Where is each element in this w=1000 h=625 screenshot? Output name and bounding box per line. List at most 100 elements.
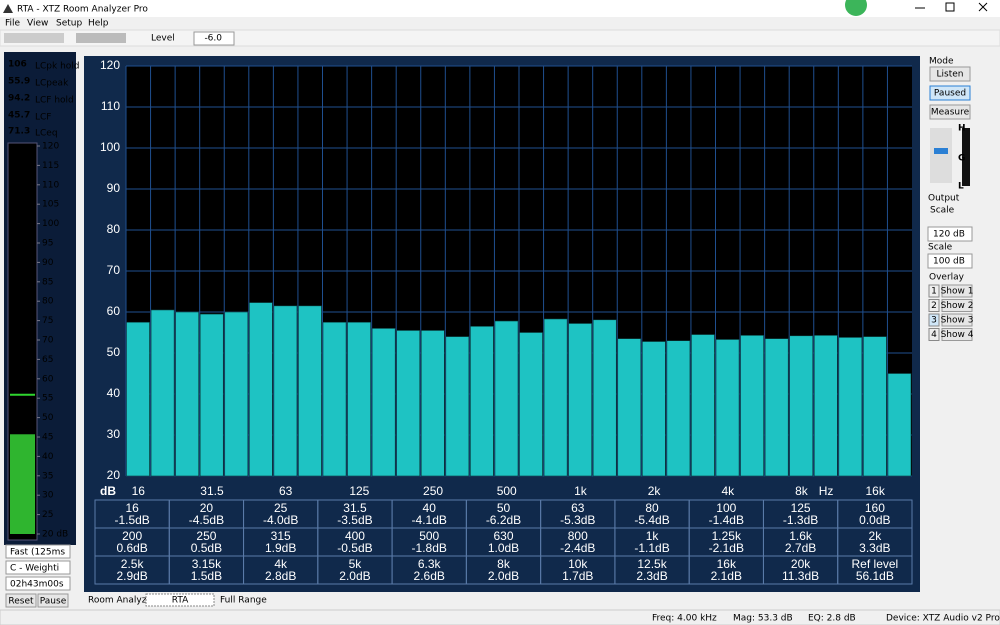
overlay-num[interactable]: 1 xyxy=(931,287,937,297)
close-button[interactable] xyxy=(978,2,988,12)
overlay-button[interactable] xyxy=(941,328,973,341)
x-tick-label: 2k xyxy=(648,484,662,498)
slider-thumb[interactable] xyxy=(934,148,948,154)
toolbar-icons[interactable] xyxy=(4,33,64,43)
bar xyxy=(617,338,642,477)
bar xyxy=(445,336,470,477)
band-label: 2k xyxy=(869,529,883,543)
overlay-num-box[interactable] xyxy=(928,284,940,298)
band-level: -2.1dB xyxy=(709,541,744,555)
band-level: 2.9dB xyxy=(116,569,147,583)
mode-button[interactable] xyxy=(929,85,971,101)
overlay-show[interactable]: Show 4 xyxy=(941,330,974,340)
tab-active[interactable] xyxy=(145,593,215,607)
band-level: -3.5dB xyxy=(337,513,372,527)
band-level: -6.2dB xyxy=(486,513,521,527)
band-level: -2.4dB xyxy=(560,541,595,555)
level-mark: L xyxy=(958,182,964,192)
scale-select[interactable] xyxy=(927,226,973,242)
mode-button[interactable] xyxy=(929,66,971,82)
overlay-num-box[interactable] xyxy=(928,313,940,327)
overlay-num[interactable]: 4 xyxy=(931,330,937,340)
level-input[interactable] xyxy=(193,31,235,46)
bar xyxy=(863,336,887,477)
meter-scale-label: 35 xyxy=(42,471,53,481)
mode-button-label[interactable]: Paused xyxy=(934,89,966,99)
meter-scale-label: 60 xyxy=(42,374,54,384)
toolbar-mode-icons[interactable] xyxy=(76,33,126,43)
overlay-button[interactable] xyxy=(941,313,973,327)
level-label: Level xyxy=(151,34,175,44)
overlay-button[interactable] xyxy=(941,299,973,312)
overlay-button[interactable] xyxy=(941,284,973,298)
bar xyxy=(470,326,494,477)
band-label: 160 xyxy=(865,501,885,515)
bar xyxy=(568,323,592,477)
mode-button-label[interactable]: Listen xyxy=(937,70,964,80)
menu-item[interactable]: File xyxy=(5,19,21,29)
control-weighting[interactable]: C - Weighti xyxy=(10,564,59,574)
overlay-show[interactable]: Show 1 xyxy=(941,287,974,297)
bar xyxy=(666,340,691,477)
meter-scale-label: 85 xyxy=(42,277,53,287)
tab[interactable]: Room Analyzer xyxy=(88,596,156,606)
restore-button[interactable] xyxy=(945,2,955,12)
meter-scale-label: 90 xyxy=(42,258,54,268)
overlay-show[interactable]: Show 3 xyxy=(941,316,974,326)
control-box[interactable] xyxy=(5,560,71,575)
mode-button[interactable] xyxy=(929,104,971,120)
scale-label: Scale xyxy=(930,206,955,216)
overlay-num-box[interactable] xyxy=(928,299,940,312)
output-slider[interactable] xyxy=(930,128,952,183)
band-label: 250 xyxy=(196,529,216,543)
control-button[interactable] xyxy=(5,593,37,608)
control-box[interactable] xyxy=(5,576,71,591)
overlay-num-box[interactable] xyxy=(928,328,940,341)
control-box[interactable] xyxy=(5,544,71,559)
meter-scale-label: 75 xyxy=(42,316,53,326)
overlay-num[interactable]: 2 xyxy=(931,301,937,311)
tab[interactable]: Full Range xyxy=(220,596,267,606)
band-label: 12.5k xyxy=(637,557,667,571)
meter-scale-label: 105 xyxy=(42,200,59,210)
control-pause[interactable]: Pause xyxy=(40,597,67,607)
band-label: 800 xyxy=(568,529,588,543)
meter-reading: 55.9 xyxy=(8,77,30,87)
control-button[interactable] xyxy=(37,593,69,608)
bar xyxy=(887,373,912,477)
menu-item[interactable]: Setup xyxy=(56,19,82,29)
control-reset[interactable]: Reset xyxy=(8,597,34,607)
overlay-num[interactable]: 3 xyxy=(931,316,937,326)
meter-scale-label: 80 xyxy=(42,297,54,307)
band-level: 11.3dB xyxy=(782,569,819,583)
scale-value[interactable]: 100 dB xyxy=(933,257,965,267)
control-speed[interactable]: Fast (125ms xyxy=(10,548,65,558)
band-label: 20k xyxy=(791,557,811,571)
level-mark: H xyxy=(958,124,966,134)
mode-button-label[interactable]: Measure xyxy=(931,108,970,118)
x-tick-label: 125 xyxy=(349,484,369,498)
scale-select[interactable] xyxy=(927,253,973,269)
tab[interactable]: RTA xyxy=(172,596,189,606)
y-unit: dB xyxy=(100,484,116,498)
control-time[interactable]: 02h43m00s xyxy=(10,580,64,590)
scale-value[interactable]: 120 dB xyxy=(933,230,965,240)
toolbar xyxy=(0,29,1000,47)
band-label: 400 xyxy=(345,529,365,543)
overlay-show[interactable]: Show 2 xyxy=(941,301,974,311)
meter-reading: 71.3 xyxy=(8,127,30,137)
meter-scale-label: 30 xyxy=(42,491,54,501)
band-label: 200 xyxy=(122,529,142,543)
band-label: 5k xyxy=(349,557,363,571)
menu-item[interactable]: View xyxy=(27,19,48,29)
window-title: RTA - XTZ Room Analyzer Pro xyxy=(17,5,148,15)
bar xyxy=(273,305,298,477)
menu-item[interactable]: Help xyxy=(88,19,109,29)
mode-label: Mode xyxy=(929,57,954,67)
bar xyxy=(298,305,322,477)
status-field: EQ: 2.8 dB xyxy=(808,614,856,624)
bar xyxy=(322,321,347,477)
bar xyxy=(592,319,617,477)
band-label: 2.5k xyxy=(121,557,145,571)
meter-scale-label: 40 xyxy=(42,452,54,462)
